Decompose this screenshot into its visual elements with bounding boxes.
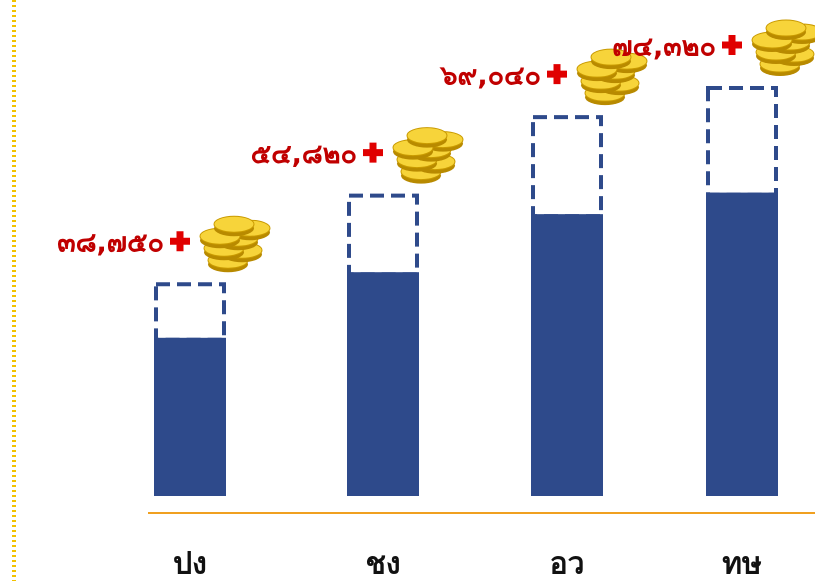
- value-label: ๕๔,๘๒๐: [251, 139, 357, 170]
- coin: [590, 48, 632, 66]
- x-tick-label: ชง: [365, 547, 400, 581]
- coin: [213, 215, 255, 233]
- bar: [347, 272, 419, 496]
- plus-icon: [547, 64, 567, 85]
- coins: [751, 19, 815, 76]
- coins: [576, 48, 648, 106]
- bar: [531, 214, 603, 496]
- value-label: ๖๙,๐๔๐: [439, 61, 541, 92]
- plus-icon: [363, 142, 383, 163]
- coin: [406, 127, 448, 145]
- bar: [706, 192, 778, 496]
- bar-increase: [531, 115, 603, 219]
- value-label: ๗๔,๓๒๐: [612, 32, 716, 63]
- bar-increase: [347, 193, 419, 277]
- plus-icon: [170, 231, 190, 252]
- bar-increase: [706, 86, 778, 197]
- x-tick-label: ทษ: [722, 547, 762, 581]
- x-tick-label: ปง: [173, 547, 207, 581]
- bar: [154, 337, 226, 496]
- bar-increase: [154, 282, 226, 342]
- coins: [392, 127, 464, 184]
- plus-icon: [722, 35, 742, 55]
- x-tick-label: อว: [550, 547, 585, 581]
- value-label: ๓๘,๗๕๐: [57, 228, 164, 259]
- coins: [199, 215, 271, 273]
- coin: [765, 19, 807, 37]
